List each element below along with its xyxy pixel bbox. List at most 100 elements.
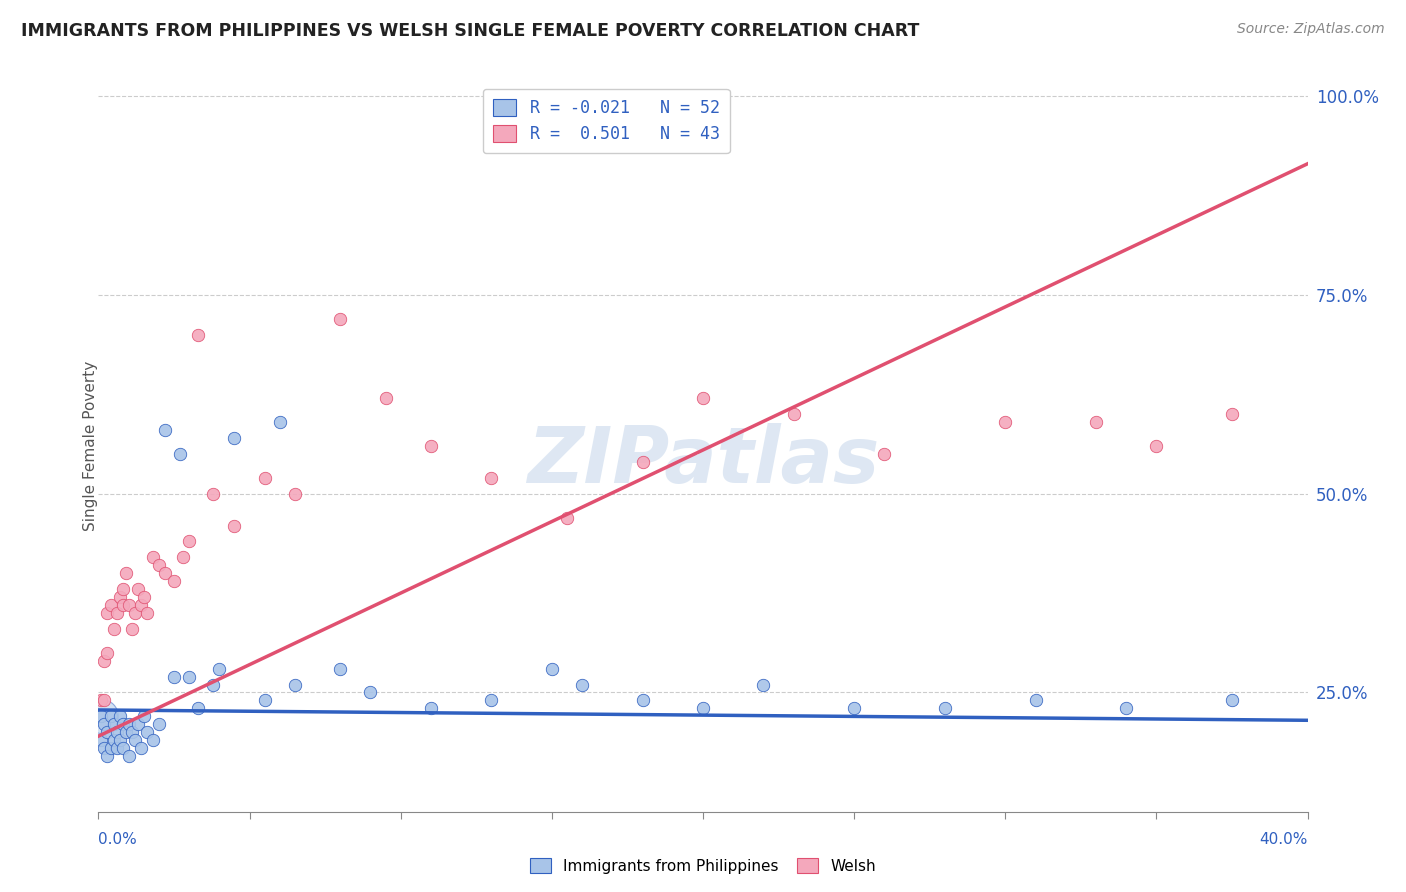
Point bbox=[187, 701, 209, 715]
Point bbox=[105, 725, 128, 739]
Point bbox=[224, 518, 246, 533]
Point bbox=[994, 415, 1017, 429]
Point bbox=[93, 717, 115, 731]
Y-axis label: Single Female Poverty: Single Female Poverty bbox=[83, 361, 97, 531]
Point bbox=[96, 606, 118, 620]
Point bbox=[329, 311, 352, 326]
Point bbox=[208, 662, 231, 676]
Point bbox=[93, 654, 115, 668]
Point bbox=[360, 685, 382, 699]
Point bbox=[108, 590, 131, 604]
Point bbox=[374, 392, 396, 406]
Point bbox=[93, 693, 115, 707]
Point bbox=[163, 574, 186, 589]
Point bbox=[284, 677, 307, 691]
Point bbox=[96, 646, 118, 660]
Point bbox=[224, 431, 246, 445]
Point bbox=[129, 598, 152, 612]
Legend: Immigrants from Philippines, Welsh: Immigrants from Philippines, Welsh bbox=[523, 852, 883, 880]
Point bbox=[114, 566, 136, 581]
Point bbox=[153, 423, 176, 437]
Point bbox=[202, 486, 225, 500]
Point bbox=[1115, 701, 1137, 715]
Point bbox=[118, 749, 141, 764]
Point bbox=[96, 749, 118, 764]
Point bbox=[540, 662, 562, 676]
Point bbox=[121, 725, 143, 739]
Point bbox=[1085, 415, 1108, 429]
Point bbox=[179, 669, 201, 683]
Point bbox=[121, 622, 143, 636]
Point bbox=[631, 455, 654, 469]
Point bbox=[1144, 439, 1167, 453]
Point bbox=[153, 566, 176, 581]
Text: ZIPatlas: ZIPatlas bbox=[527, 423, 879, 499]
Point bbox=[105, 741, 128, 756]
Point bbox=[1220, 693, 1243, 707]
Point bbox=[202, 677, 225, 691]
Point bbox=[1024, 693, 1046, 707]
Point bbox=[692, 701, 714, 715]
Point bbox=[114, 725, 136, 739]
Point bbox=[124, 733, 146, 747]
Point bbox=[108, 709, 131, 723]
Point bbox=[692, 392, 714, 406]
Point bbox=[555, 510, 578, 524]
Point bbox=[100, 709, 122, 723]
Point bbox=[420, 701, 443, 715]
Point bbox=[179, 534, 201, 549]
Text: 40.0%: 40.0% bbox=[1260, 831, 1308, 847]
Point bbox=[1220, 407, 1243, 421]
Point bbox=[105, 606, 128, 620]
Point bbox=[752, 677, 775, 691]
Point bbox=[142, 733, 165, 747]
Point bbox=[129, 741, 152, 756]
Point bbox=[100, 598, 122, 612]
Legend: R = -0.021   N = 52, R =  0.501   N = 43: R = -0.021 N = 52, R = 0.501 N = 43 bbox=[482, 88, 730, 153]
Text: IMMIGRANTS FROM PHILIPPINES VS WELSH SINGLE FEMALE POVERTY CORRELATION CHART: IMMIGRANTS FROM PHILIPPINES VS WELSH SIN… bbox=[21, 22, 920, 40]
Point bbox=[90, 693, 112, 707]
Point bbox=[111, 598, 134, 612]
Text: 0.0%: 0.0% bbox=[98, 831, 138, 847]
Point bbox=[172, 550, 194, 565]
Point bbox=[481, 471, 503, 485]
Point bbox=[135, 725, 157, 739]
Point bbox=[103, 717, 125, 731]
Point bbox=[420, 439, 443, 453]
Point bbox=[142, 550, 165, 565]
Point bbox=[163, 669, 186, 683]
Point bbox=[481, 693, 503, 707]
Point bbox=[103, 622, 125, 636]
Point bbox=[118, 717, 141, 731]
Point bbox=[93, 741, 115, 756]
Point bbox=[873, 447, 896, 461]
Point bbox=[135, 606, 157, 620]
Point bbox=[253, 693, 276, 707]
Point bbox=[631, 693, 654, 707]
Point bbox=[132, 709, 155, 723]
Point bbox=[90, 733, 112, 747]
Point bbox=[148, 717, 170, 731]
Text: Source: ZipAtlas.com: Source: ZipAtlas.com bbox=[1237, 22, 1385, 37]
Point bbox=[100, 741, 122, 756]
Point bbox=[269, 415, 291, 429]
Point bbox=[96, 725, 118, 739]
Point bbox=[90, 709, 112, 723]
Point bbox=[132, 590, 155, 604]
Point bbox=[111, 582, 134, 596]
Point bbox=[934, 701, 956, 715]
Point bbox=[111, 717, 134, 731]
Point bbox=[329, 662, 352, 676]
Point bbox=[90, 709, 112, 723]
Point bbox=[118, 598, 141, 612]
Point bbox=[127, 717, 149, 731]
Point bbox=[187, 327, 209, 342]
Point bbox=[108, 733, 131, 747]
Point bbox=[284, 486, 307, 500]
Point bbox=[253, 471, 276, 485]
Point bbox=[127, 582, 149, 596]
Point bbox=[844, 701, 866, 715]
Point bbox=[111, 741, 134, 756]
Point bbox=[124, 606, 146, 620]
Point bbox=[103, 733, 125, 747]
